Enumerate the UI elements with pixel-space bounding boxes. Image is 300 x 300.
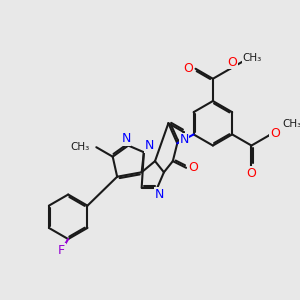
Text: N: N	[155, 188, 164, 201]
Text: O: O	[271, 127, 281, 140]
Text: N: N	[179, 134, 189, 146]
Text: N: N	[122, 132, 131, 146]
Text: F: F	[58, 244, 65, 257]
Text: O: O	[188, 161, 198, 174]
Text: CH₃: CH₃	[70, 142, 90, 152]
Text: O: O	[183, 62, 193, 75]
Text: N: N	[145, 139, 154, 152]
Text: CH₃: CH₃	[282, 119, 300, 129]
Text: O: O	[247, 167, 256, 180]
Text: O: O	[227, 56, 237, 69]
Text: CH₃: CH₃	[243, 52, 262, 63]
